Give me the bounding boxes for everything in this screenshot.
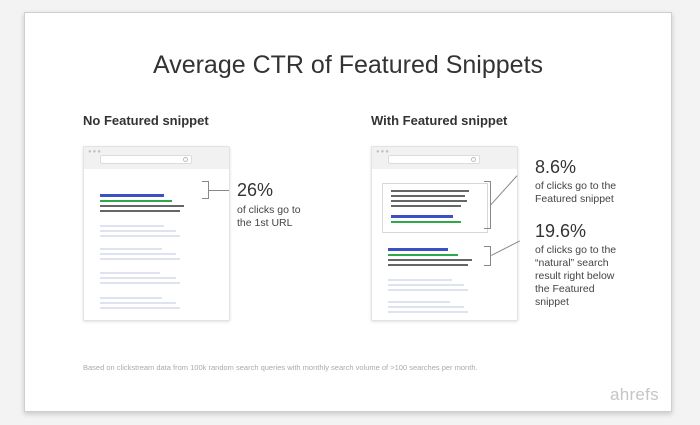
serp-mockup-no-snippet: ●●● <box>83 146 230 321</box>
ctr-featured-snippet-caption: of clicks go to the Featured snippet <box>535 180 617 205</box>
window-dots-icon: ●●● <box>88 149 102 155</box>
snippet-url-line <box>391 221 461 223</box>
bracket-natural-result <box>484 246 491 266</box>
ctr-natural-result-value: 19.6% <box>535 221 587 241</box>
result-desc-line <box>100 205 184 207</box>
serp-mockup-with-snippet: ●●● <box>371 146 518 321</box>
result-line <box>388 301 450 303</box>
result-line <box>388 306 464 308</box>
result-line <box>100 297 162 299</box>
page-title: Average CTR of Featured Snippets <box>152 51 544 79</box>
right-heading: With Featured snippet <box>371 113 508 128</box>
search-icon <box>471 157 476 162</box>
snippet-text-line <box>391 195 465 197</box>
ctr-first-url-value: 26% <box>237 180 274 200</box>
snippet-text-line <box>391 190 469 192</box>
result-line <box>100 302 176 304</box>
featured-snippet-box <box>382 183 488 233</box>
result-line <box>100 248 162 250</box>
left-heading: No Featured snippet <box>83 113 209 128</box>
result-line <box>100 307 180 309</box>
result-line <box>100 235 180 237</box>
search-bar <box>100 155 192 164</box>
browser-toolbar: ●●● <box>84 147 229 169</box>
snippet-title-line <box>391 215 453 218</box>
result-desc-line <box>388 264 468 266</box>
infographic-card: Average CTR of Featured Snippets No Feat… <box>24 12 672 412</box>
window-dots-icon: ●●● <box>376 149 390 155</box>
result-line <box>388 279 452 281</box>
search-bar <box>388 155 480 164</box>
search-icon <box>183 157 188 162</box>
result-url-line <box>388 254 458 256</box>
result-line <box>100 258 180 260</box>
ctr-natural-result-caption: of clicks go to the “natural” search res… <box>535 244 617 308</box>
ahrefs-logo: ahrefs <box>609 385 659 404</box>
snippet-text-line <box>391 200 467 202</box>
snippet-text-line <box>391 205 461 207</box>
result-title-line <box>100 194 164 197</box>
result-line <box>100 225 164 227</box>
ctr-first-url-caption: of clicks go to the 1st URL <box>237 204 301 229</box>
result-line <box>100 277 176 279</box>
result-line <box>388 311 468 313</box>
ctr-featured-snippet-value: 8.6% <box>535 157 577 177</box>
result-line <box>100 230 176 232</box>
result-line <box>388 289 468 291</box>
source-footnote: Based on clickstream data from 100k rand… <box>83 363 478 372</box>
result-line <box>388 284 464 286</box>
result-desc-line <box>388 259 472 261</box>
browser-toolbar: ●●● <box>372 147 517 169</box>
result-desc-line <box>100 210 180 212</box>
result-url-line <box>100 200 172 202</box>
connector-line <box>209 190 229 191</box>
result-line <box>100 282 180 284</box>
result-line <box>100 272 160 274</box>
bracket-first-result <box>202 181 209 199</box>
result-line <box>100 253 176 255</box>
result-title-line <box>388 248 448 251</box>
